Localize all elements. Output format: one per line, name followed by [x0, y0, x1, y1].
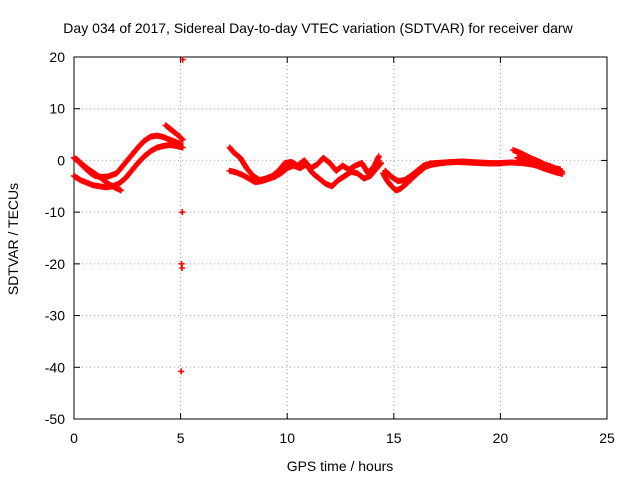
series-trace-f [226, 160, 385, 190]
x-tick-label: 15 [386, 430, 402, 446]
data-point [179, 144, 186, 151]
data-points [71, 56, 566, 375]
y-tick-label: 10 [49, 101, 65, 117]
outlier-point [178, 368, 185, 375]
chart-title: Day 034 of 2017, Sidereal Day-to-day VTE… [63, 20, 573, 36]
series-trace-j [514, 154, 566, 177]
y-tick-label: -20 [45, 256, 65, 272]
outlier-point [179, 209, 186, 216]
plot-border [73, 56, 608, 420]
y-tick-label: 0 [57, 152, 65, 168]
grid [74, 57, 607, 419]
y-tick-label: -30 [45, 308, 65, 324]
y-axis-label: SDTVAR / TECUs [5, 183, 21, 295]
data-point [497, 160, 504, 167]
y-tick-label: 20 [49, 49, 65, 65]
x-axis-label: GPS time / hours [287, 458, 394, 474]
data-point [178, 135, 185, 142]
outlier-point [179, 264, 186, 271]
y-tick-label: -40 [45, 359, 65, 375]
data-point [378, 160, 385, 167]
axis-ticks: 0 5 10 15 20 25 -50 -40 -30 -20 -10 0 10 20 [45, 49, 615, 446]
x-tick-label: 10 [279, 430, 295, 446]
outlier-point [179, 56, 186, 63]
data-point [117, 187, 124, 194]
data-point [377, 161, 384, 168]
x-tick-label: 5 [177, 430, 185, 446]
data-point [559, 170, 566, 177]
series-outliers [178, 56, 186, 375]
y-tick-label: -50 [45, 411, 65, 427]
series-trace-d [162, 122, 186, 143]
x-tick-label: 20 [493, 430, 509, 446]
y-tick-label: -10 [45, 204, 65, 220]
series-trace-h [382, 158, 504, 185]
plot-frame [73, 56, 608, 420]
data-point [179, 136, 186, 143]
data-point [375, 153, 382, 160]
series-trace-c [73, 155, 124, 194]
x-tick-label: 25 [599, 430, 615, 446]
x-tick-label: 0 [70, 430, 78, 446]
